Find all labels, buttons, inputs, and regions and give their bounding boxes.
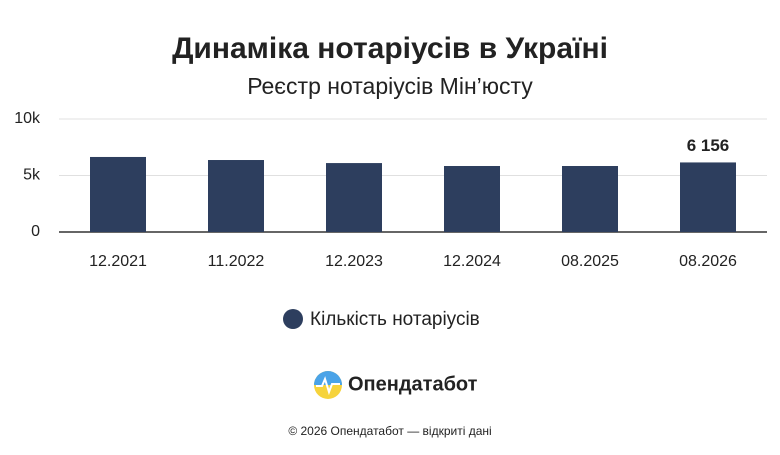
legend-marker [283, 309, 303, 329]
bar [562, 166, 618, 232]
y-tick-label: 0 [31, 223, 40, 240]
bar [208, 160, 264, 232]
bar [444, 166, 500, 232]
y-tick-label: 10k [14, 110, 41, 127]
bar [90, 156, 146, 232]
x-tick-label: 08.2026 [679, 253, 737, 270]
y-tick-label: 5k [23, 167, 41, 184]
logo-pulse [316, 376, 340, 396]
bar [680, 162, 736, 232]
data-label: 6 156 [687, 136, 730, 155]
x-tick-label: 08.2025 [561, 253, 619, 270]
brand-name: Опендатабот [348, 373, 478, 395]
logo-icon-top [314, 371, 342, 385]
x-tick-label: 12.2024 [443, 253, 501, 270]
footer: © 2026 Опендатабот — відкриті дані [288, 424, 491, 438]
x-tick-label: 11.2022 [208, 253, 265, 270]
bar [326, 163, 382, 232]
legend-label: Кількість нотаріусів [310, 309, 480, 330]
chart-title: Динаміка нотаріусів в Україні [172, 32, 608, 65]
chart-subtitle: Реєстр нотаріусів Мін’юсту [247, 73, 533, 99]
brand-logo: Опендатабот [314, 371, 478, 399]
x-tick-label: 12.2021 [89, 253, 147, 270]
x-tick-label: 12.2023 [325, 253, 383, 270]
